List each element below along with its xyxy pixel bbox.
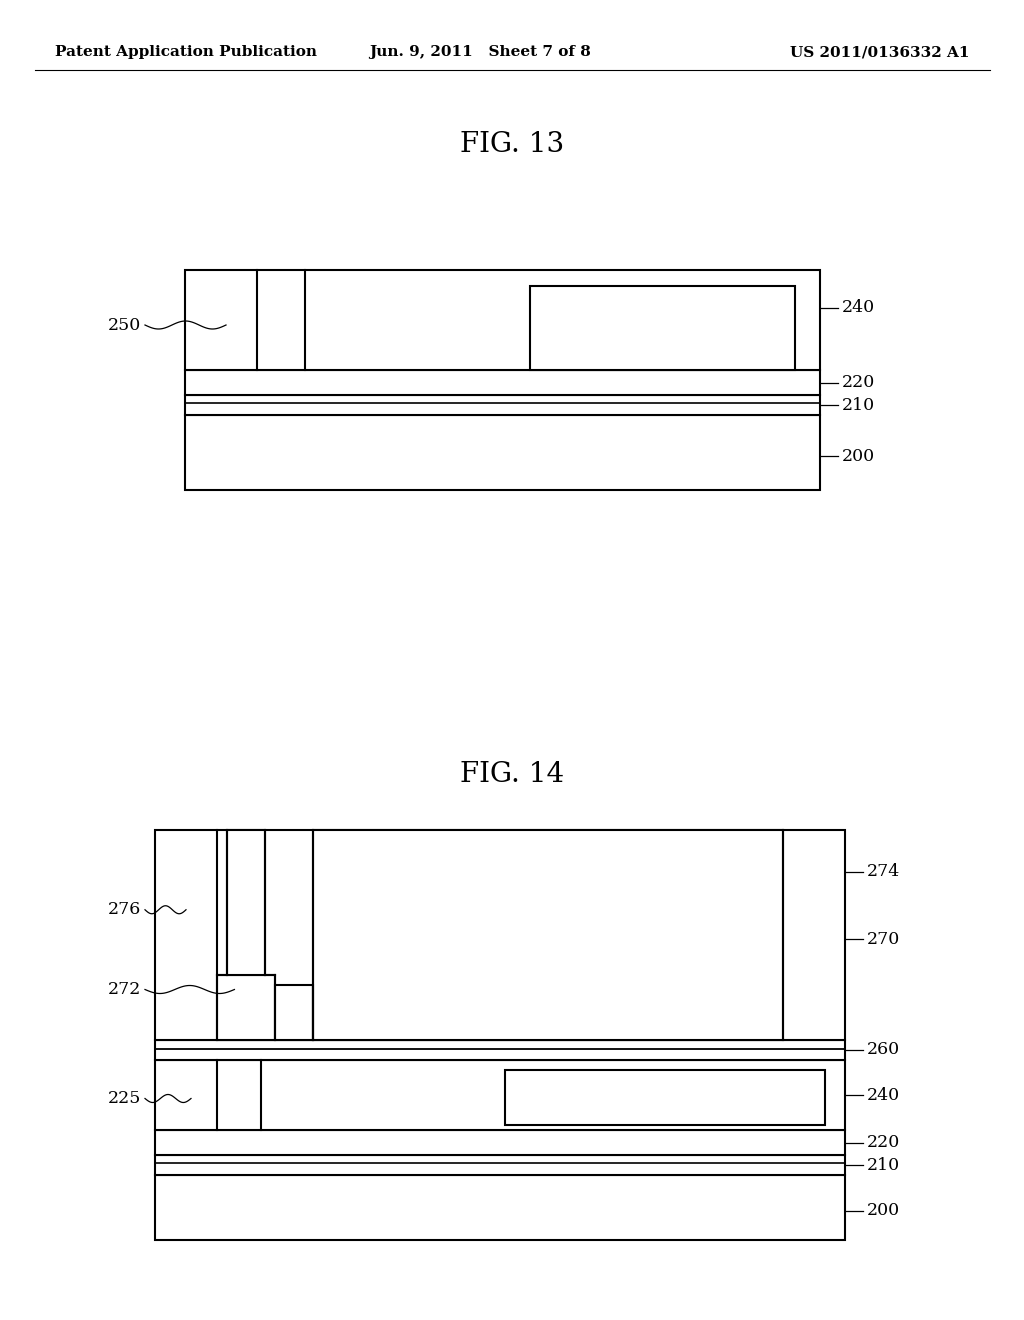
Text: US 2011/0136332 A1: US 2011/0136332 A1 bbox=[791, 45, 970, 59]
Text: 220: 220 bbox=[842, 374, 876, 391]
Bar bbox=[227, 830, 265, 975]
Bar bbox=[155, 1060, 845, 1130]
Text: FIG. 13: FIG. 13 bbox=[460, 132, 564, 158]
Bar bbox=[530, 286, 795, 370]
Text: 200: 200 bbox=[842, 447, 876, 465]
Bar bbox=[185, 271, 820, 370]
Text: Jun. 9, 2011   Sheet 7 of 8: Jun. 9, 2011 Sheet 7 of 8 bbox=[369, 45, 591, 59]
Text: 250: 250 bbox=[108, 317, 141, 334]
Bar bbox=[505, 1071, 825, 1125]
Text: 274: 274 bbox=[867, 863, 900, 880]
Text: 225: 225 bbox=[108, 1090, 141, 1107]
Text: FIG. 14: FIG. 14 bbox=[460, 762, 564, 788]
Text: 260: 260 bbox=[867, 1041, 900, 1059]
Text: 210: 210 bbox=[867, 1156, 900, 1173]
Bar bbox=[155, 1155, 845, 1175]
Bar bbox=[313, 830, 783, 1040]
Text: 270: 270 bbox=[867, 931, 900, 948]
Text: 220: 220 bbox=[867, 1134, 900, 1151]
Bar bbox=[185, 370, 820, 395]
Text: 240: 240 bbox=[842, 300, 876, 317]
Bar bbox=[155, 1130, 845, 1155]
Bar bbox=[275, 985, 313, 1040]
Text: 272: 272 bbox=[108, 981, 141, 998]
Text: Patent Application Publication: Patent Application Publication bbox=[55, 45, 317, 59]
Bar bbox=[217, 975, 275, 1040]
Bar bbox=[185, 414, 820, 490]
Text: 240: 240 bbox=[867, 1086, 900, 1104]
Text: 276: 276 bbox=[108, 902, 141, 919]
Bar bbox=[155, 1175, 845, 1239]
Bar bbox=[155, 830, 845, 1040]
Text: 200: 200 bbox=[867, 1203, 900, 1220]
Bar bbox=[185, 395, 820, 414]
Text: 210: 210 bbox=[842, 396, 876, 413]
Bar bbox=[155, 1040, 845, 1060]
